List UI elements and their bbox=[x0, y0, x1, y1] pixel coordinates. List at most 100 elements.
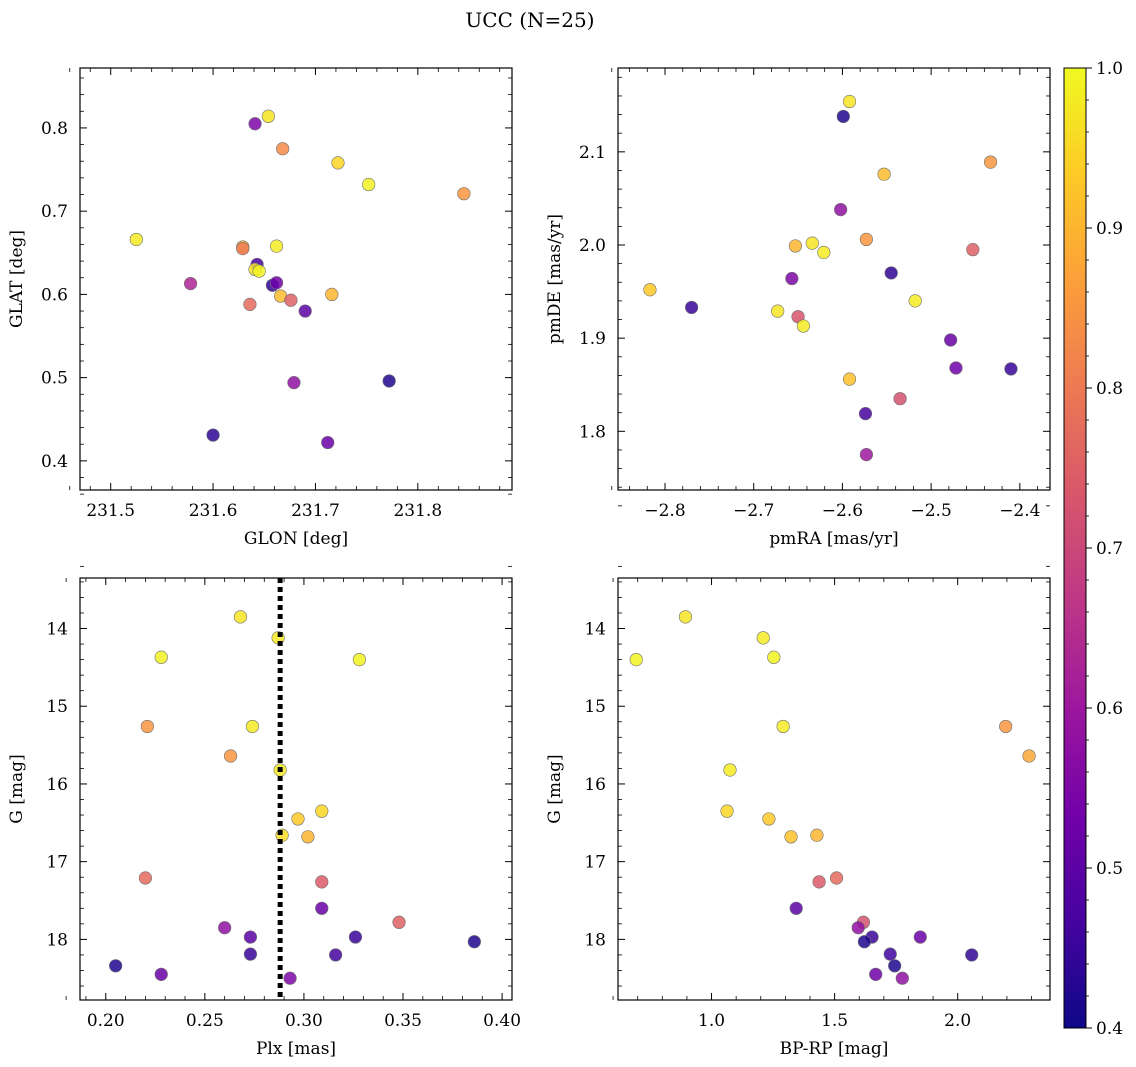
colorbar-tick-label: 0.4 bbox=[1096, 1019, 1123, 1039]
scatter-point bbox=[842, 372, 857, 386]
scatter-point bbox=[315, 901, 329, 915]
x-tick-label: 0.35 bbox=[384, 1011, 422, 1031]
y-tick-label: 17 bbox=[584, 853, 606, 873]
scatter-point bbox=[291, 812, 305, 826]
scatter-point bbox=[236, 242, 250, 256]
scatter-point bbox=[467, 935, 481, 949]
scatter-point bbox=[999, 719, 1013, 734]
scatter-point bbox=[756, 631, 770, 645]
scatter-point bbox=[965, 948, 979, 962]
y-axis-label: G [mag] bbox=[545, 754, 565, 823]
axis-ticks: −2.8 −2.7 −2.6 −2.5 −2.4 1.8 1.9 2.0 2.1 bbox=[579, 68, 1050, 521]
scatter-points bbox=[129, 109, 471, 450]
y-tick-label: 1.9 bbox=[579, 329, 606, 349]
scatter-point bbox=[315, 875, 329, 889]
scatter-point bbox=[817, 245, 831, 260]
y-tick-label: 2.0 bbox=[579, 236, 606, 256]
scatter-point bbox=[913, 930, 927, 944]
y-tick-label: 0.5 bbox=[41, 369, 68, 389]
scatter-point bbox=[331, 156, 345, 170]
x-tick-label: 231.7 bbox=[291, 501, 340, 521]
y-axis-label: G [mag] bbox=[7, 754, 27, 823]
panel-3: 0.20 0.25 0.30 0.35 0.40 14 15 16 17 18 Plx [mas] G… bbox=[7, 565, 521, 1059]
x-tick-label: 231.8 bbox=[393, 501, 442, 521]
scatter-point bbox=[884, 266, 898, 280]
x-tick-label: 0.30 bbox=[285, 1011, 323, 1031]
scatter-point bbox=[762, 812, 776, 826]
x-tick-label: 0.25 bbox=[186, 1011, 224, 1031]
scatter-point bbox=[842, 94, 857, 109]
scatter-point bbox=[243, 297, 257, 311]
scatter-point bbox=[301, 830, 315, 844]
x-axis-label: Plx [mas] bbox=[256, 1039, 336, 1059]
scatter-point bbox=[183, 276, 198, 291]
x-tick-label: 231.5 bbox=[86, 501, 135, 521]
y-axis-label: GLAT [deg] bbox=[7, 230, 27, 328]
x-axis-label: GLON [deg] bbox=[244, 529, 348, 549]
scatter-point bbox=[218, 921, 232, 935]
scatter-point bbox=[283, 971, 297, 985]
scatter-point bbox=[685, 300, 699, 315]
scatter-point bbox=[382, 374, 396, 388]
scatter-point bbox=[284, 293, 298, 307]
x-axis-label: pmRA [mas/yr] bbox=[769, 529, 898, 549]
scatter-point bbox=[154, 650, 168, 664]
scatter-points bbox=[109, 610, 481, 985]
scatter-point bbox=[643, 283, 657, 297]
scatter-point bbox=[767, 650, 781, 664]
scatter-point bbox=[720, 804, 734, 818]
figure-title: UCC (N=25) bbox=[465, 8, 594, 32]
scatter-point bbox=[869, 967, 883, 981]
panel-2: −2.8 −2.7 −2.6 −2.5 −2.4 1.8 1.9 2.0 2.1 pmRA [ma… bbox=[545, 67, 1051, 549]
scatter-point bbox=[789, 901, 803, 915]
axis-ticks: 0.20 0.25 0.30 0.35 0.40 14 15 16 17 18 bbox=[46, 565, 521, 1031]
scatter-point bbox=[325, 287, 339, 301]
y-tick-label: 14 bbox=[584, 620, 606, 640]
x-tick-label: 1.0 bbox=[698, 1011, 725, 1031]
y-tick-label: 1.8 bbox=[579, 422, 606, 442]
x-tick-label: −2.7 bbox=[733, 501, 774, 521]
scatter-point bbox=[784, 830, 798, 844]
scatter-point bbox=[329, 948, 343, 962]
y-tick-label: 14 bbox=[46, 620, 68, 640]
scatter-point bbox=[908, 294, 922, 308]
colorbar-tick-label: 0.8 bbox=[1096, 379, 1123, 399]
axes-frame bbox=[617, 67, 1051, 491]
x-tick-label: −2.5 bbox=[910, 501, 951, 521]
y-tick-label: 15 bbox=[46, 697, 68, 717]
x-tick-label: −2.8 bbox=[644, 501, 685, 521]
scatter-point bbox=[785, 271, 799, 286]
scatter-point bbox=[859, 448, 873, 462]
scatter-point bbox=[834, 202, 848, 217]
colorbar-tick-label: 0.7 bbox=[1096, 539, 1123, 559]
scatter-point bbox=[315, 804, 329, 818]
axes-frame bbox=[617, 577, 1051, 1001]
scatter-point bbox=[269, 239, 284, 253]
panel-1: 231.5 231.6 231.7 231.8 0.4 0.5 0.6 0.7 0.8 GLON … bbox=[7, 67, 513, 549]
scatter-point bbox=[287, 376, 301, 390]
colorbar-gradient bbox=[1063, 67, 1087, 1029]
y-axis-label: pmDE [mas/yr] bbox=[545, 214, 565, 344]
scatter-point bbox=[261, 109, 275, 123]
y-tick-label: 0.8 bbox=[41, 119, 68, 139]
scatter-point bbox=[252, 264, 266, 278]
x-tick-label: 2.0 bbox=[944, 1011, 971, 1031]
scatter-point bbox=[1022, 749, 1036, 763]
scatter-point bbox=[321, 435, 335, 450]
scatter-point bbox=[858, 407, 873, 421]
scatter-point bbox=[245, 719, 260, 734]
scatter-point bbox=[829, 871, 844, 885]
scatter-points bbox=[643, 94, 1018, 462]
colorbar-tick-label: 0.5 bbox=[1096, 859, 1123, 879]
colorbar-tick-label: 0.9 bbox=[1096, 219, 1123, 239]
scatter-points bbox=[629, 610, 1036, 985]
scatter-point bbox=[348, 930, 363, 944]
scatter-point bbox=[812, 875, 826, 889]
scatter-point bbox=[888, 959, 902, 973]
axes-frame bbox=[79, 577, 513, 1001]
x-tick-label: 0.20 bbox=[87, 1011, 125, 1031]
scatter-point bbox=[154, 967, 168, 981]
scatter-point bbox=[276, 142, 290, 156]
scatter-point bbox=[678, 610, 693, 624]
scatter-point bbox=[893, 392, 907, 406]
